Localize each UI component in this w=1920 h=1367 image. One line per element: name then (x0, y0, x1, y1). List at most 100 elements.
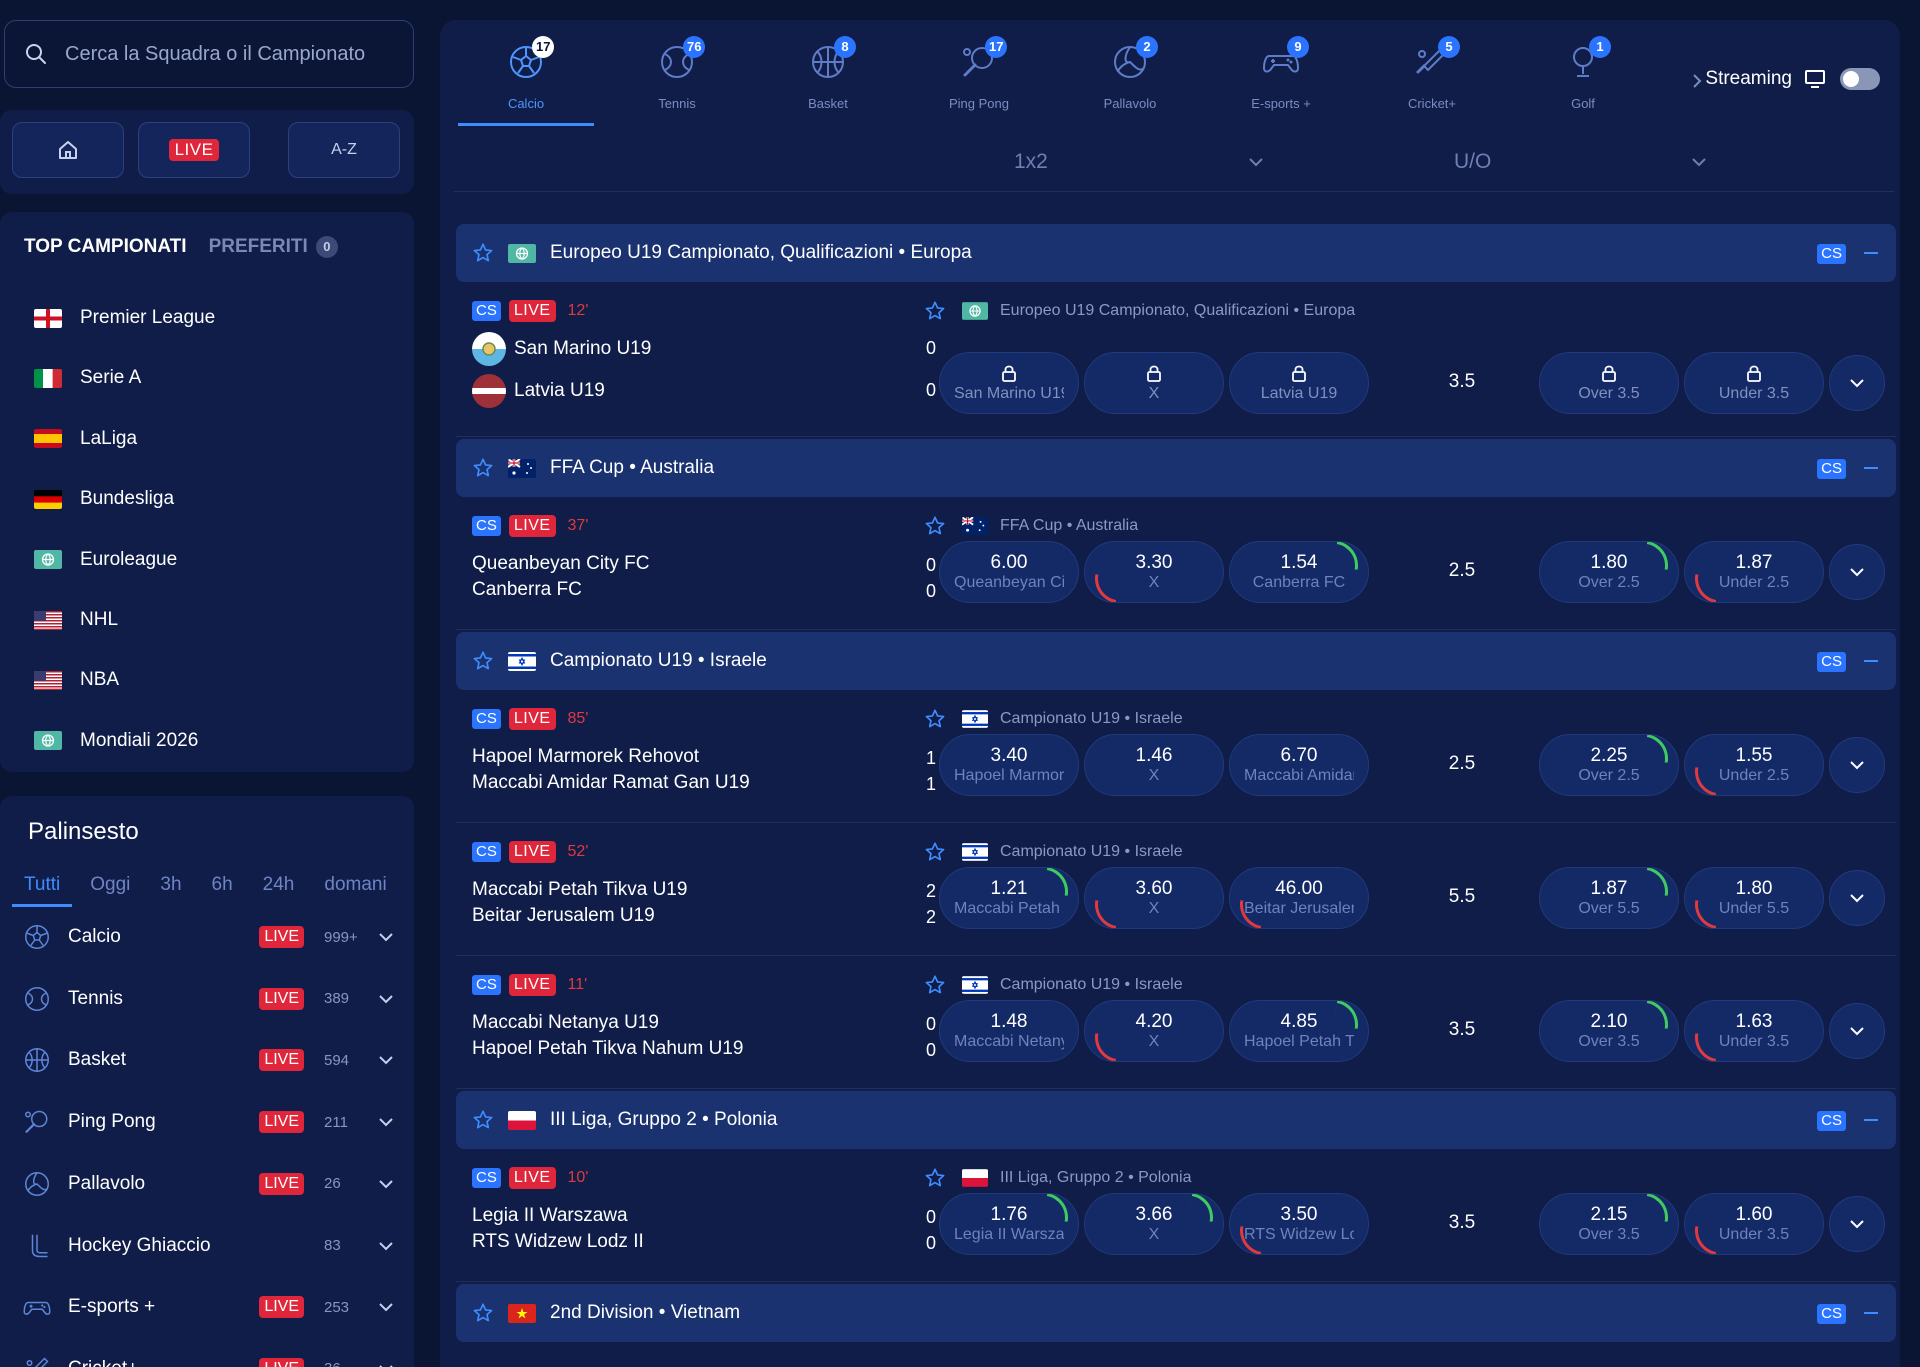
cs-badge[interactable]: CS (472, 1168, 501, 1188)
ou-odd-button[interactable]: 2.15 Over 3.5 (1539, 1193, 1679, 1255)
cs-badge[interactable]: CS (1817, 244, 1846, 264)
league-header[interactable]: FFA Cup • Australia CS (456, 439, 1896, 497)
ou-odd-button[interactable]: 2.10 Over 3.5 (1539, 1000, 1679, 1062)
ou-odd-button[interactable]: 1.87 Under 2.5 (1684, 541, 1824, 603)
expand-button[interactable] (1829, 870, 1885, 926)
odd-button[interactable]: 1.54 Canberra FC (1229, 541, 1369, 603)
away-team[interactable]: Latvia U19 (472, 374, 605, 408)
away-team[interactable]: Beitar Jerusalem U19 (472, 905, 655, 927)
expand-button[interactable] (1829, 544, 1885, 600)
collapse-icon[interactable] (1864, 467, 1878, 469)
star-icon[interactable] (924, 515, 946, 537)
collapse-icon[interactable] (1864, 1119, 1878, 1121)
away-team[interactable]: Canberra FC (472, 579, 582, 601)
sport-item[interactable]: Hockey Ghiaccio 83 (22, 1221, 394, 1271)
sport-tab[interactable]: 2 Pallavolo (1062, 34, 1198, 126)
streaming-toggle[interactable]: Streaming (1705, 68, 1880, 90)
sport-item[interactable]: Basket LIVE 594 (22, 1035, 394, 1085)
collapse-icon[interactable] (1864, 252, 1878, 254)
top-league-item[interactable]: Mondiali 2026 (34, 721, 198, 761)
home-team[interactable]: Hapoel Marmorek Rehovot (472, 746, 699, 768)
odd-button[interactable]: 1.46 X (1084, 734, 1224, 796)
cs-badge[interactable]: CS (1817, 1304, 1846, 1324)
sport-item[interactable]: Cricket+ LIVE 36 (22, 1344, 394, 1367)
ou-odd-button[interactable]: 1.55 Under 2.5 (1684, 734, 1824, 796)
expand-button[interactable] (1829, 737, 1885, 793)
star-icon[interactable] (472, 457, 494, 479)
odd-button[interactable]: Latvia U19 (1229, 352, 1369, 414)
sport-item[interactable]: E-sports + LIVE 253 (22, 1282, 394, 1332)
search-box[interactable] (4, 20, 414, 88)
away-team[interactable]: Maccabi Amidar Ramat Gan U19 (472, 772, 750, 794)
top-league-item[interactable]: NHL (34, 600, 118, 640)
sport-item[interactable]: Calcio LIVE 999+ (22, 912, 394, 962)
cs-badge[interactable]: CS (472, 301, 501, 321)
star-icon[interactable] (924, 300, 946, 322)
sport-tab[interactable]: 5 Cricket+ (1364, 34, 1500, 126)
league-header[interactable]: Campionato U19 • Israele CS (456, 632, 1896, 690)
expand-button[interactable] (1829, 1196, 1885, 1252)
favorites-tab[interactable]: PREFERITI (208, 236, 308, 257)
live-button[interactable]: LIVE (138, 122, 250, 178)
home-team[interactable]: Maccabi Petah Tikva U19 (472, 879, 687, 901)
away-team[interactable]: RTS Widzew Lodz II (472, 1231, 644, 1253)
star-icon[interactable] (924, 708, 946, 730)
star-icon[interactable] (472, 242, 494, 264)
sport-tab[interactable]: 9 E-sports + (1213, 34, 1349, 126)
cs-badge[interactable]: CS (1817, 1111, 1846, 1131)
sport-item[interactable]: Ping Pong LIVE 211 (22, 1097, 394, 1147)
odd-button[interactable]: San Marino U19 (939, 352, 1079, 414)
top-league-item[interactable]: Bundesliga (34, 479, 174, 519)
expand-button[interactable] (1829, 355, 1885, 411)
schedule-tab[interactable]: 3h (160, 874, 182, 895)
sport-tab[interactable]: 17 Calcio (458, 34, 594, 126)
schedule-tab[interactable]: domani (324, 874, 387, 895)
sport-tab[interactable]: 17 Ping Pong (911, 34, 1047, 126)
cs-badge[interactable]: CS (1817, 459, 1846, 479)
odd-button[interactable]: X (1084, 352, 1224, 414)
star-icon[interactable] (924, 841, 946, 863)
sport-tab[interactable]: 8 Basket (760, 34, 896, 126)
star-icon[interactable] (924, 1167, 946, 1189)
ou-odd-button[interactable]: 1.63 Under 3.5 (1684, 1000, 1824, 1062)
ou-odd-button[interactable]: 1.80 Over 2.5 (1539, 541, 1679, 603)
home-button[interactable] (12, 122, 124, 178)
top-league-item[interactable]: NBA (34, 660, 119, 700)
sport-tab[interactable]: 76 Tennis (609, 34, 745, 126)
schedule-tab[interactable]: 24h (262, 874, 295, 895)
star-icon[interactable] (472, 1302, 494, 1324)
top-league-item[interactable]: Serie A (34, 358, 141, 398)
market-uo-select[interactable]: U/O (1454, 144, 1754, 180)
ou-odd-button[interactable]: 1.80 Under 5.5 (1684, 867, 1824, 929)
sport-item[interactable]: Pallavolo LIVE 26 (22, 1159, 394, 1209)
cs-badge[interactable]: CS (472, 975, 501, 995)
search-input[interactable] (65, 42, 385, 66)
cs-badge[interactable]: CS (472, 709, 501, 729)
collapse-icon[interactable] (1864, 1312, 1878, 1314)
ou-odd-button[interactable]: Under 3.5 (1684, 352, 1824, 414)
cs-badge[interactable]: CS (472, 516, 501, 536)
cs-badge[interactable]: CS (1817, 652, 1846, 672)
star-icon[interactable] (472, 650, 494, 672)
cs-badge[interactable]: CS (472, 842, 501, 862)
ou-odd-button[interactable]: 1.87 Over 5.5 (1539, 867, 1679, 929)
top-leagues-tab[interactable]: TOP CAMPIONATI (24, 236, 187, 257)
star-icon[interactable] (472, 1109, 494, 1131)
league-header[interactable]: Europeo U19 Campionato, Qualificazioni •… (456, 224, 1896, 282)
away-team[interactable]: Hapoel Petah Tikva Nahum U19 (472, 1038, 743, 1060)
expand-button[interactable] (1829, 1003, 1885, 1059)
odd-button[interactable]: 4.20 X (1084, 1000, 1224, 1062)
home-team[interactable]: Queanbeyan City FC (472, 553, 649, 575)
league-header[interactable]: III Liga, Gruppo 2 • Polonia CS (456, 1091, 1896, 1149)
market-1x2-select[interactable]: 1x2 (1014, 144, 1314, 180)
schedule-tab[interactable]: 6h (211, 874, 233, 895)
schedule-tab[interactable]: Oggi (90, 874, 131, 895)
